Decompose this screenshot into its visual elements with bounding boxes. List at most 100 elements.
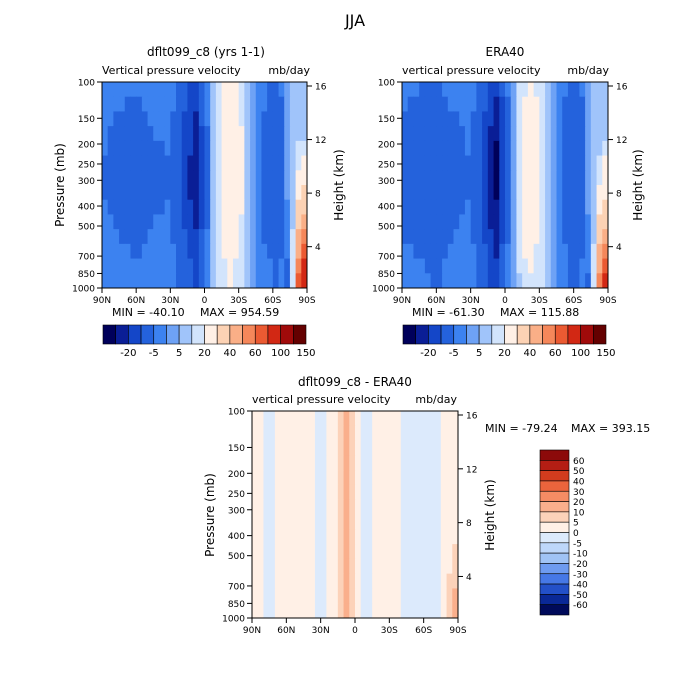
- obs-cell: [516, 126, 523, 142]
- obs-cell: [579, 243, 586, 260]
- obs-cell: [482, 273, 489, 289]
- obs-cell: [505, 170, 512, 186]
- obs-cell: [470, 273, 477, 289]
- diff-cell: [440, 558, 448, 575]
- diff-y-tick-label: 300: [228, 506, 245, 516]
- obs-cell: [562, 96, 569, 112]
- model-cell: [261, 258, 268, 274]
- model-y2-tick-label: 4: [315, 243, 321, 253]
- diff-cell: [389, 558, 396, 575]
- model-cell: [124, 185, 131, 201]
- obs-cell: [464, 229, 472, 245]
- diff-cell: [337, 573, 345, 589]
- obs-cell: [567, 258, 575, 274]
- model-cell: [221, 199, 228, 215]
- diff-cell: [377, 411, 385, 427]
- model-cell: [261, 155, 268, 171]
- diff-cell: [423, 455, 430, 471]
- model-cell: [255, 273, 262, 289]
- model-cell: [295, 170, 302, 186]
- model-cell: [255, 214, 262, 230]
- obs-cell: [413, 111, 420, 127]
- diff-cell: [292, 440, 299, 456]
- diff-x-tick-label: 90N: [243, 626, 261, 636]
- model-cell: [244, 140, 251, 157]
- obs-cell: [590, 199, 598, 215]
- diff-cell: [417, 603, 425, 619]
- diff-cell: [417, 499, 425, 515]
- diff-y-tick-label: 500: [228, 552, 245, 562]
- diff-y2-tick-label: 16: [466, 412, 478, 422]
- model-cell: [153, 214, 160, 230]
- obs-cell: [424, 185, 432, 201]
- diff-cell: [257, 544, 264, 560]
- model-cell: [124, 96, 131, 112]
- model-cell: [295, 155, 302, 171]
- diff-cell: [395, 425, 402, 442]
- diff-cell: [286, 484, 293, 501]
- obs-cell: [430, 214, 437, 230]
- diff-cell: [349, 499, 356, 515]
- model-colorbar-swatch: [153, 324, 167, 345]
- obs-cell: [545, 185, 552, 201]
- diff-cell: [257, 573, 264, 589]
- obs-cell: [545, 140, 552, 157]
- obs-cell: [470, 126, 477, 142]
- obs-cell: [510, 273, 517, 289]
- obs-colorbar-label: -20: [420, 348, 436, 359]
- diff-cell: [292, 529, 299, 545]
- obs-cell: [562, 111, 569, 127]
- obs-cell: [442, 214, 449, 230]
- obs-cell: [527, 140, 535, 157]
- model-cell: [261, 185, 268, 201]
- model-cell: [124, 155, 131, 171]
- diff-colorbar-swatch: [539, 563, 570, 575]
- obs-cell: [573, 199, 580, 215]
- model-cell: [181, 258, 188, 274]
- diff-cell: [269, 411, 276, 427]
- model-cell: [272, 214, 280, 230]
- model-cell: [158, 111, 166, 127]
- diff-cell: [314, 573, 322, 589]
- obs-colorbar-swatch: [478, 324, 493, 345]
- diff-cell: [417, 425, 425, 442]
- model-cell: [141, 111, 149, 127]
- model-colorbar-swatch: [102, 324, 116, 345]
- model-cell: [187, 140, 194, 157]
- diff-cell: [412, 455, 419, 471]
- obs-cell: [459, 82, 466, 98]
- model-cell: [102, 155, 109, 171]
- model-cell: [113, 185, 120, 201]
- model-cell: [301, 126, 308, 142]
- model-cell: [232, 214, 240, 230]
- diff-cell: [423, 470, 430, 486]
- diff-cell: [446, 529, 453, 545]
- obs-cell: [562, 185, 569, 201]
- model-cell: [141, 170, 149, 186]
- model-cell: [198, 82, 205, 98]
- diff-cell: [326, 603, 333, 619]
- diff-cell: [286, 544, 293, 560]
- diff-cell: [274, 455, 282, 471]
- model-colorbar-label: 40: [224, 348, 237, 359]
- diff-cell: [303, 544, 310, 560]
- diff-cell: [326, 529, 333, 545]
- model-cell: [119, 170, 126, 186]
- obs-cell: [464, 170, 472, 186]
- obs-cell: [476, 111, 483, 127]
- model-cell: [158, 243, 166, 260]
- model-cell: [204, 243, 211, 260]
- model-cell: [278, 170, 285, 186]
- obs-cell: [436, 155, 443, 171]
- obs-cell: [545, 126, 552, 142]
- model-cell: [232, 185, 240, 201]
- diff-cell: [286, 499, 293, 515]
- obs-cell: [487, 199, 495, 215]
- model-colorbar-swatch: [267, 324, 281, 345]
- model-cell: [124, 273, 131, 289]
- model-cell: [210, 243, 217, 260]
- obs-cell: [459, 140, 466, 157]
- obs-cell: [505, 229, 512, 245]
- diff-cell: [309, 514, 316, 530]
- diff-cell: [435, 588, 442, 604]
